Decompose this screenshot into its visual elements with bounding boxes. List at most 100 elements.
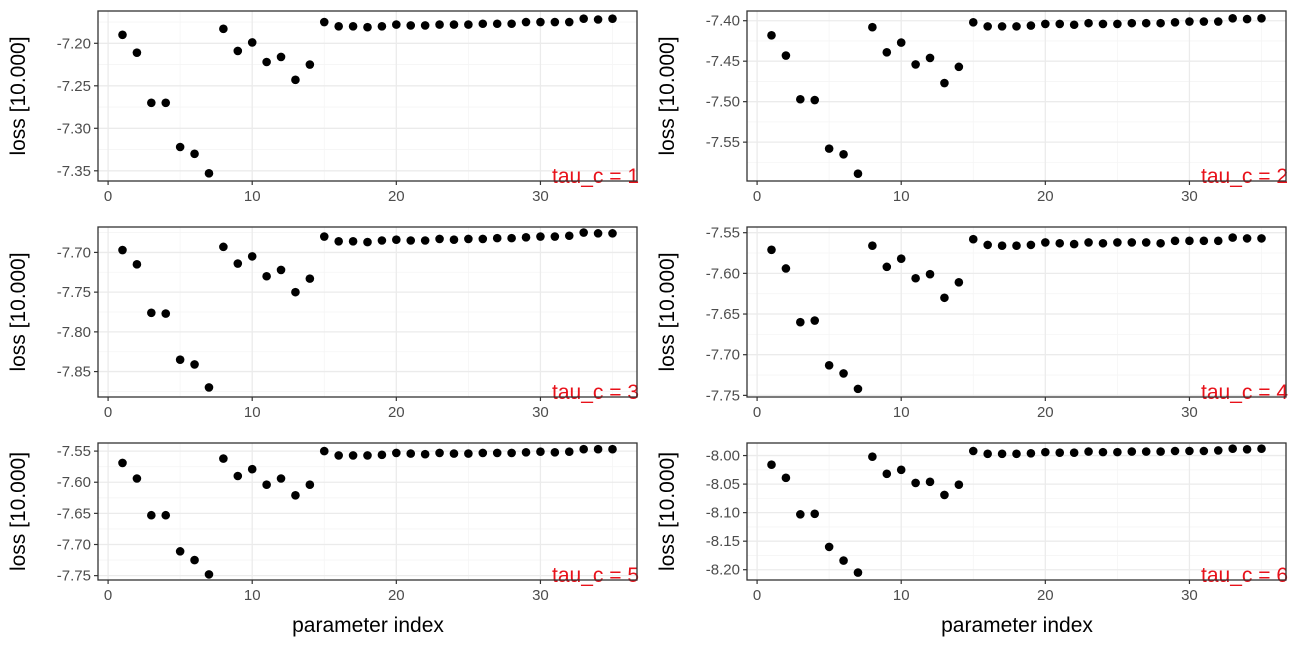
- data-point: [1141, 238, 1151, 247]
- data-point: [968, 234, 978, 244]
- panel-5: tau_c = 5 -7.55 -7.60 -7.65 -7.70 -7.75 0 10 20 3…: [7, 442, 639, 604]
- data-point: [868, 241, 877, 251]
- data-point: [406, 236, 416, 245]
- x-axis-title-right: parameter index: [941, 614, 1093, 637]
- data-point: [507, 233, 516, 243]
- data-point: [824, 542, 834, 552]
- data-point: [853, 169, 863, 179]
- data-point: [536, 17, 545, 27]
- data-point: [1069, 448, 1079, 458]
- y-tick-label: -7.40: [706, 13, 740, 30]
- x-tick-label: 0: [104, 188, 112, 205]
- data-point: [1228, 13, 1237, 23]
- data-point: [1156, 18, 1165, 28]
- data-point: [796, 94, 805, 104]
- y-axis-title: loss [10.000]: [656, 452, 679, 571]
- data-point: [796, 510, 805, 519]
- data-point: [997, 22, 1007, 31]
- data-point: [1084, 447, 1093, 456]
- data-point: [219, 242, 228, 252]
- data-point: [233, 46, 243, 56]
- data-point: [262, 57, 271, 67]
- data-point: [435, 20, 444, 29]
- panel-1: tau_c = 1 -7.20 -7.25 -7.30 -7.35 0 10 20 30 loss…: [7, 10, 639, 205]
- data-point: [608, 14, 617, 23]
- data-point: [233, 471, 243, 481]
- data-point: [882, 47, 892, 57]
- data-point: [464, 20, 473, 29]
- data-point: [132, 260, 142, 269]
- x-tick-label: 0: [104, 404, 112, 421]
- data-point: [1026, 21, 1036, 30]
- data-point: [319, 232, 329, 241]
- data-point: [868, 22, 877, 32]
- data-point: [824, 360, 834, 370]
- data-point: [983, 449, 992, 459]
- data-point: [1026, 448, 1036, 458]
- data-point: [839, 556, 848, 565]
- data-point: [348, 22, 358, 31]
- panel-background: [747, 11, 1286, 181]
- x-tick-label: 10: [893, 188, 910, 205]
- data-point: [118, 458, 127, 468]
- data-point: [291, 491, 300, 500]
- data-point: [940, 293, 949, 303]
- data-point: [608, 229, 617, 238]
- data-point: [781, 51, 791, 60]
- data-point: [521, 233, 531, 242]
- panel-border: [97, 442, 638, 581]
- data-point: [161, 510, 171, 520]
- data-point: [392, 20, 401, 29]
- data-point: [1113, 447, 1122, 457]
- data-point: [593, 15, 603, 24]
- data-point: [204, 169, 214, 178]
- data-point: [983, 240, 992, 250]
- data-point: [1213, 236, 1223, 246]
- data-point: [190, 360, 199, 369]
- data-point: [911, 60, 920, 69]
- x-tick-label: 10: [893, 404, 910, 421]
- x-tick-label: 20: [1037, 188, 1054, 205]
- data-point: [1041, 19, 1050, 29]
- data-point: [363, 22, 372, 32]
- x-tick-label: 20: [1037, 404, 1054, 421]
- data-point: [1098, 447, 1108, 457]
- data-point: [1213, 446, 1223, 455]
- panel-2: tau_c = 2 -7.40 -7.45 -7.50 -7.55 0 10 20 30 loss…: [656, 10, 1288, 205]
- data-point: [1041, 447, 1050, 457]
- data-point: [319, 446, 329, 456]
- x-tick-label: 10: [244, 587, 261, 604]
- data-point: [1098, 238, 1108, 248]
- data-point: [1026, 240, 1036, 250]
- data-point: [1069, 20, 1079, 30]
- data-point: [247, 252, 257, 261]
- data-point: [262, 480, 271, 490]
- data-point: [262, 271, 271, 281]
- data-point: [940, 78, 949, 88]
- x-tick-label: 30: [532, 404, 549, 421]
- data-point: [1069, 239, 1079, 249]
- data-point: [810, 316, 820, 325]
- data-point: [464, 449, 473, 458]
- data-point: [492, 19, 502, 29]
- y-tick-label: -7.60: [706, 265, 740, 282]
- data-point: [781, 264, 791, 273]
- data-point: [593, 229, 603, 238]
- y-tick-label: -7.35: [57, 163, 91, 180]
- data-point: [810, 509, 820, 519]
- data-point: [305, 274, 315, 283]
- data-point: [564, 17, 574, 27]
- data-point: [896, 254, 906, 264]
- data-point: [968, 446, 978, 456]
- data-point: [435, 234, 444, 244]
- data-point: [1127, 238, 1137, 247]
- data-point: [420, 236, 430, 245]
- data-point: [291, 287, 300, 297]
- data-point: [363, 451, 372, 460]
- panel-annotation: tau_c = 2: [1201, 165, 1288, 188]
- data-point: [247, 464, 257, 474]
- data-point: [896, 465, 906, 475]
- data-point: [564, 447, 574, 457]
- panel-border: [746, 226, 1287, 398]
- x-tick-label: 30: [532, 587, 549, 604]
